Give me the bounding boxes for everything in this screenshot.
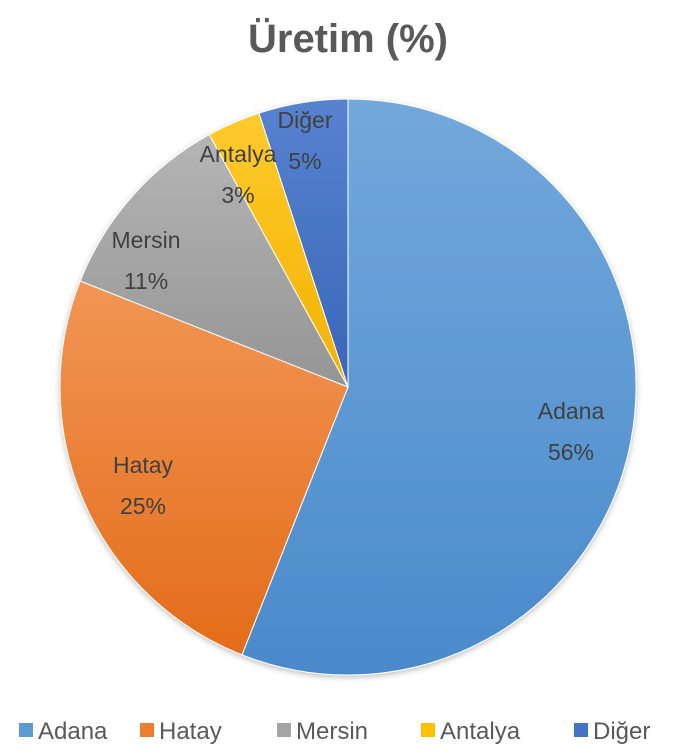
legend: Adana Hatay Mersin Antalya Diğer (19, 718, 650, 745)
legend-item-adana: Adana (19, 718, 108, 745)
legend-item-diğer: Diğer (574, 718, 650, 745)
legend-item-mersin: Mersin (277, 718, 368, 745)
legend-swatch (574, 723, 588, 737)
legend-label: Mersin (296, 718, 368, 745)
legend-label: Antalya (440, 718, 521, 745)
data-label-value: 25% (120, 493, 166, 519)
legend-item-hatay: Hatay (140, 718, 222, 745)
data-label-category: Adana (538, 398, 605, 424)
data-label-category: Mersin (111, 227, 180, 253)
data-label-value: 56% (548, 439, 594, 465)
data-labels: Adana 56% Hatay 25% Mersin 11% Antalya 3% Diğer 5… (111, 107, 604, 519)
data-label-category: Hatay (113, 452, 174, 478)
data-label-value: 5% (288, 148, 321, 174)
legend-swatch (277, 723, 291, 737)
chart-title: Üretim (%) (248, 16, 448, 61)
pie-slice-hatay (59, 280, 349, 656)
legend-swatch (140, 723, 154, 737)
pie-slice-diğer (258, 98, 349, 388)
legend-label: Adana (38, 718, 108, 745)
data-label-category: Diğer (278, 107, 333, 133)
legend-swatch (421, 723, 435, 737)
legend-swatch (19, 723, 33, 737)
data-label-value: 11% (124, 268, 168, 294)
pie-slice-adana (241, 98, 637, 676)
data-label-category: Antalya (200, 141, 277, 167)
data-label-value: 3% (221, 182, 254, 208)
pie-slices (59, 98, 637, 676)
legend-label: Hatay (159, 718, 222, 745)
pie-slice-mersin (79, 133, 350, 388)
legend-item-antalya: Antalya (421, 718, 521, 745)
legend-label: Diğer (593, 718, 650, 745)
